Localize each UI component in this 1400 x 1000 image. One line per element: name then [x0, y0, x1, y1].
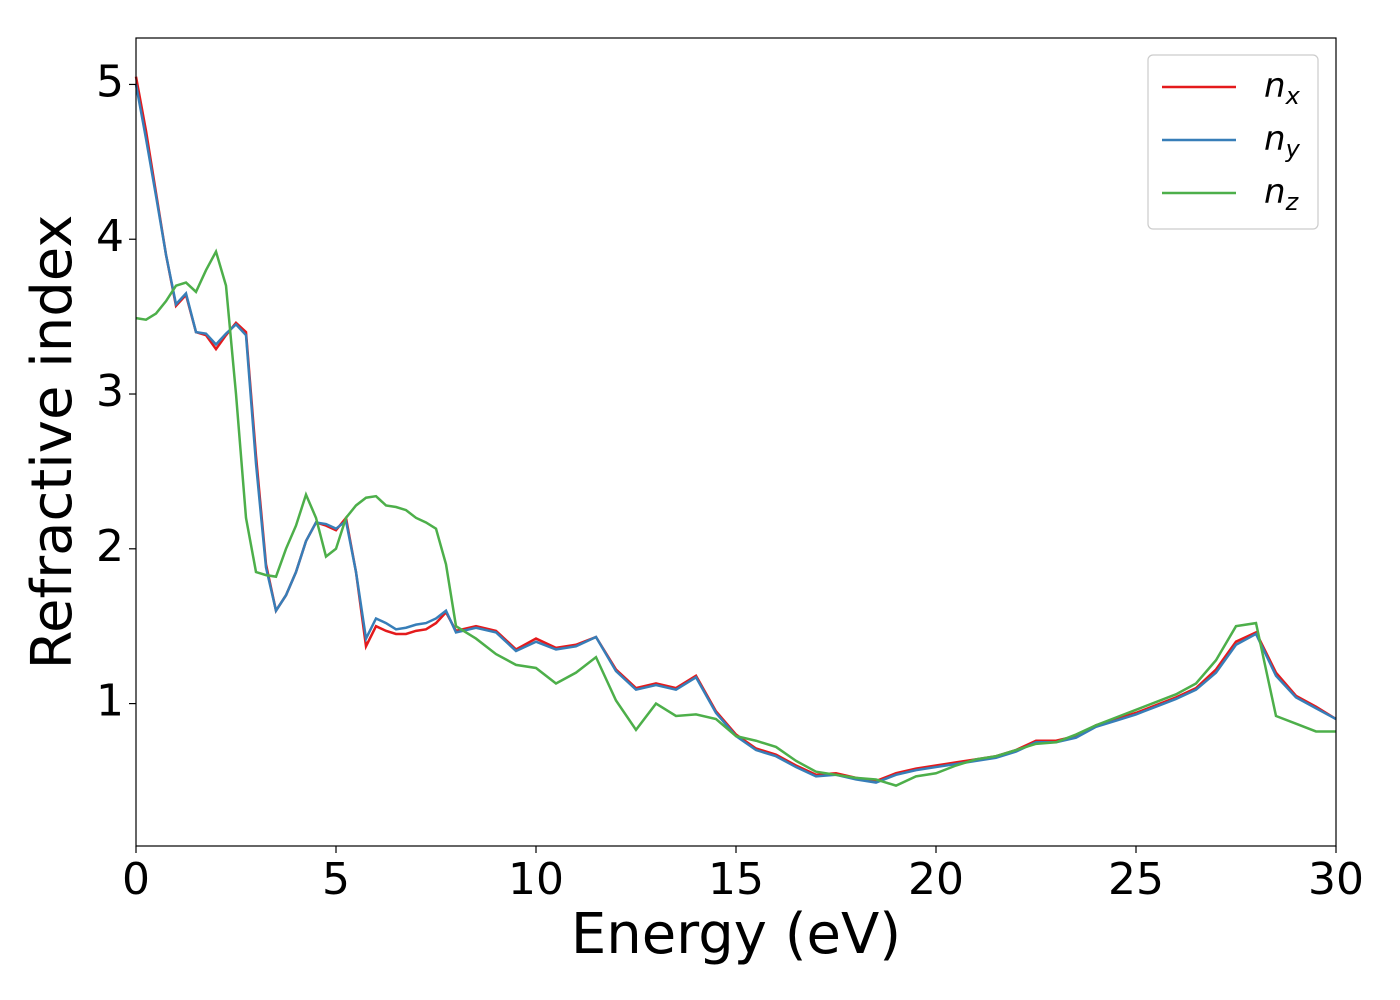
legend-box — [1147, 54, 1319, 230]
y-tick-label: 2 — [96, 521, 124, 572]
y-tick-label: 4 — [96, 211, 124, 262]
y-tick-label: 5 — [96, 56, 124, 107]
legend-label: ny — [1264, 119, 1301, 164]
y-tick-label: 3 — [96, 366, 124, 417]
legend-label: nx — [1264, 66, 1301, 111]
x-tick-label: 20 — [908, 854, 964, 905]
x-axis-label: Energy (eV) — [571, 902, 901, 967]
data-line — [135, 248, 1336, 787]
y-axis-label: Refractive index — [20, 215, 85, 670]
y-tick-label: 1 — [96, 676, 124, 727]
x-tick-label: 5 — [322, 854, 350, 905]
x-tick-label: 30 — [1308, 854, 1364, 905]
x-tick-label: 25 — [1108, 854, 1164, 905]
x-tick-label: 10 — [508, 854, 564, 905]
data-line — [134, 84, 1337, 784]
x-tick-label: 0 — [122, 854, 150, 905]
x-tick-label: 15 — [708, 854, 764, 905]
legend-label: nz — [1264, 172, 1300, 217]
